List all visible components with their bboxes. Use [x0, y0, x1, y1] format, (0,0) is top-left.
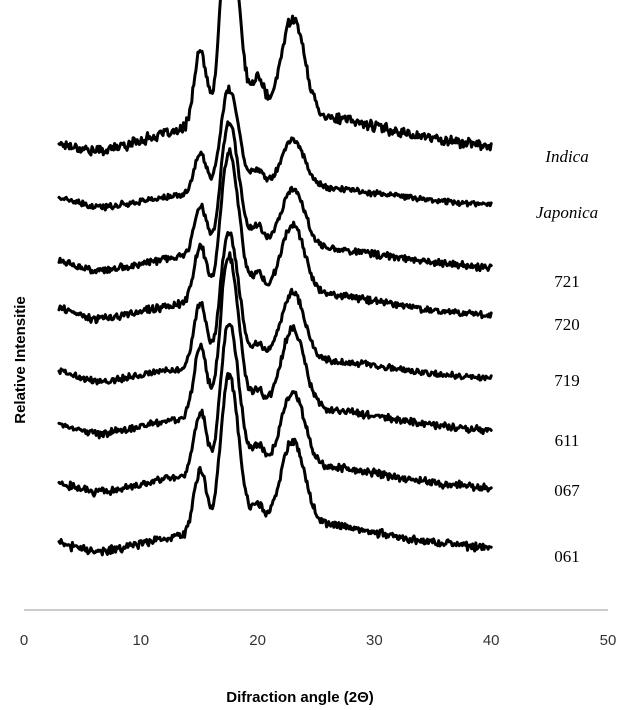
trace-720	[57, 147, 493, 325]
trace-061	[57, 372, 493, 557]
trace-611	[57, 251, 493, 440]
series-label-061: 061	[554, 547, 580, 566]
series-label-719: 719	[554, 371, 580, 390]
series-label-720: 720	[554, 315, 580, 334]
series-label-japonica: Japonica	[536, 203, 598, 222]
traces-group	[57, 0, 493, 557]
x-tick-label: 50	[600, 632, 617, 649]
x-tick-label: 20	[249, 632, 266, 649]
series-label-067: 067	[554, 481, 580, 500]
series-label-indica: Indica	[544, 147, 588, 166]
x-axis-title: Difraction angle (2Θ)	[226, 689, 374, 706]
series-label-721: 721	[554, 272, 580, 291]
x-tick-label: 10	[132, 632, 149, 649]
trace-719	[57, 231, 493, 386]
trace-067	[57, 322, 493, 498]
x-tick-label: 0	[20, 632, 28, 649]
x-tick-label: 30	[366, 632, 383, 649]
trace-indica	[57, 0, 493, 157]
x-tick-label: 40	[483, 632, 500, 649]
trace-japonica	[57, 84, 493, 212]
x-tick-labels: 0 10 20 30 40 50	[20, 632, 617, 649]
series-labels: Indica Japonica 721 720 719 611 067 061	[536, 147, 598, 566]
y-axis-title: Relative Intensitie	[12, 296, 29, 424]
series-label-611: 611	[555, 431, 580, 450]
trace-721	[57, 120, 493, 275]
